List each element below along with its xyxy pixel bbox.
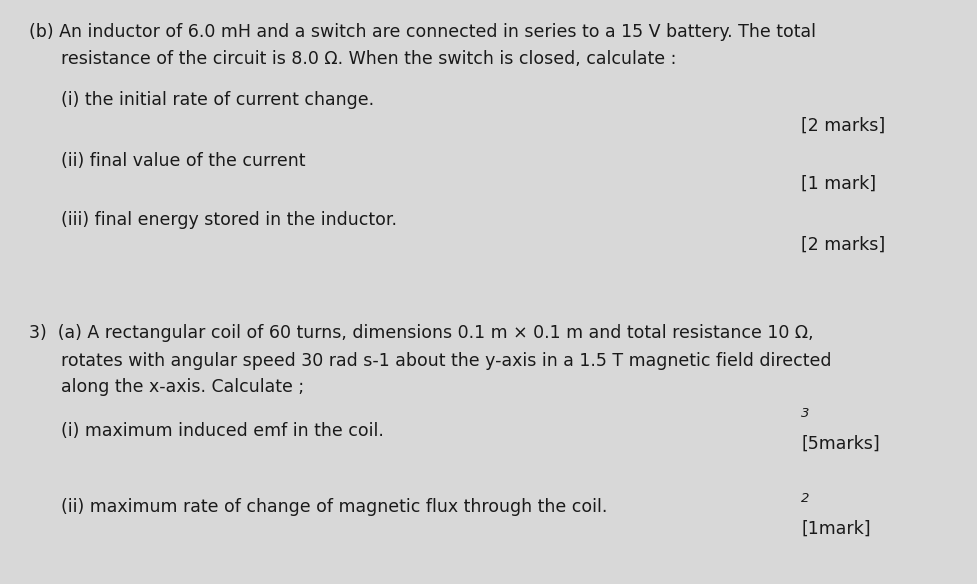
Text: along the x-axis. Calculate ;: along the x-axis. Calculate ; (61, 378, 304, 397)
Text: 2: 2 (801, 492, 810, 505)
Text: [2 marks]: [2 marks] (801, 117, 885, 135)
Text: 3: 3 (801, 407, 810, 420)
Text: [1mark]: [1mark] (801, 520, 871, 538)
Text: rotates with angular speed 30 rad s-1 about the y-axis in a 1.5 T magnetic field: rotates with angular speed 30 rad s-1 ab… (61, 352, 831, 370)
Text: 3)  (a) A rectangular coil of 60 turns, dimensions 0.1 m × 0.1 m and total resis: 3) (a) A rectangular coil of 60 turns, d… (29, 324, 814, 342)
Text: [2 marks]: [2 marks] (801, 236, 885, 254)
Text: [1 mark]: [1 mark] (801, 175, 876, 193)
Text: (i) the initial rate of current change.: (i) the initial rate of current change. (61, 91, 373, 109)
Text: (b) An inductor of 6.0 mH and a switch are connected in series to a 15 V battery: (b) An inductor of 6.0 mH and a switch a… (29, 23, 817, 41)
Text: (ii) final value of the current: (ii) final value of the current (61, 152, 305, 170)
Text: (i) maximum induced emf in the coil.: (i) maximum induced emf in the coil. (61, 422, 383, 440)
Text: (iii) final energy stored in the inductor.: (iii) final energy stored in the inducto… (61, 211, 397, 230)
Text: resistance of the circuit is 8.0 Ω. When the switch is closed, calculate :: resistance of the circuit is 8.0 Ω. When… (61, 50, 676, 68)
Text: (ii) maximum rate of change of magnetic flux through the coil.: (ii) maximum rate of change of magnetic … (61, 498, 607, 516)
Text: [5marks]: [5marks] (801, 435, 880, 453)
